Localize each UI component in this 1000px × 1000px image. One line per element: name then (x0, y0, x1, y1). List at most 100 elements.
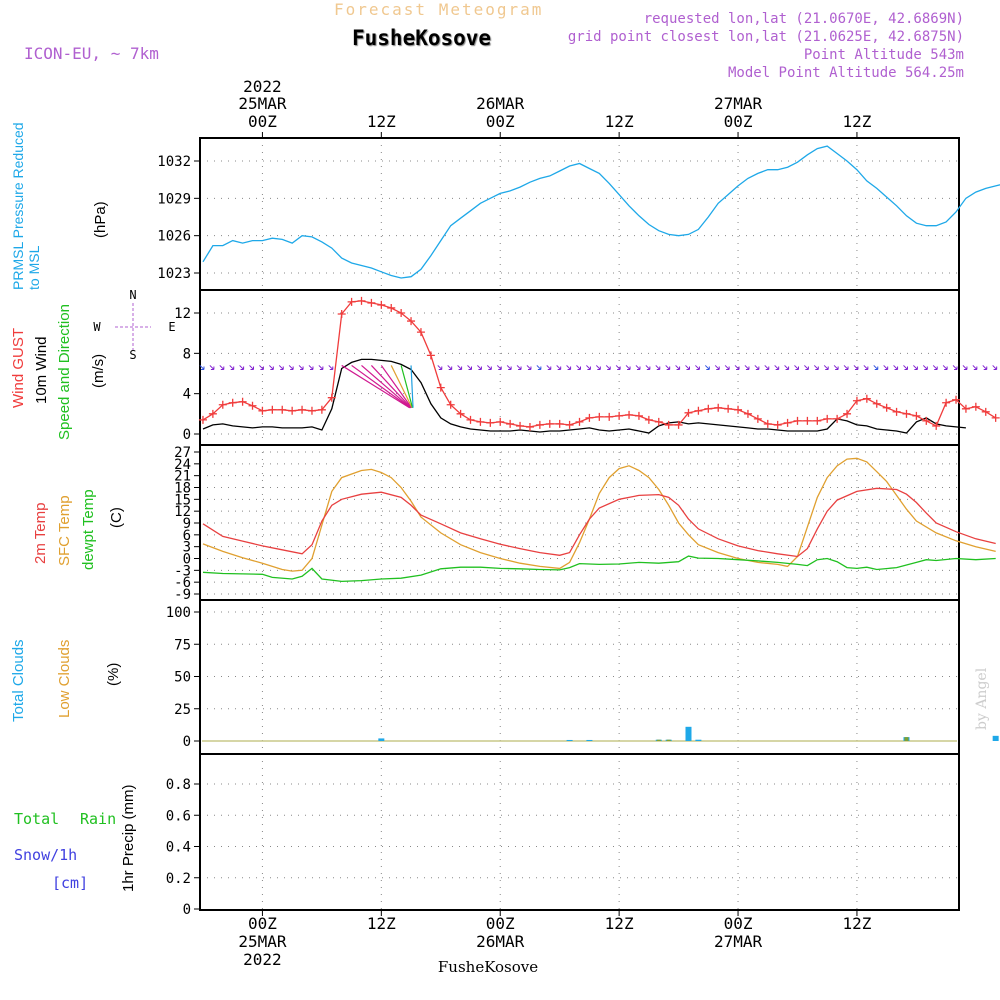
wind-direction-arrow (655, 365, 661, 370)
y-tick-label: -9 (174, 587, 191, 603)
gust-marker (337, 310, 346, 319)
wind-direction-arrow (685, 365, 690, 370)
gust-marker (634, 411, 643, 420)
credit-label: by Angel (974, 667, 990, 730)
wind-direction-arrow (932, 365, 938, 370)
wind-direction-arrow (625, 365, 631, 370)
wind-direction-arrow (467, 365, 473, 370)
y-tick-label: 3 (183, 540, 191, 556)
gust-marker (436, 383, 445, 392)
wind-direction-arrow (361, 364, 411, 409)
gust-marker (843, 409, 852, 418)
wind-direction-arrow (341, 364, 410, 409)
wind-direction-arrow (754, 365, 760, 370)
dewpt-line (202, 555, 996, 583)
wind-direction-arrow (486, 365, 492, 370)
total-cloud-bar (566, 739, 573, 741)
y-tick-label: 0 (183, 734, 191, 750)
gust-marker (317, 405, 326, 414)
total-cloud-bar (992, 735, 999, 741)
wind-direction-arrow (873, 365, 879, 370)
top-date-label: 26MAR (476, 94, 525, 113)
y-tick-label: 12 (174, 306, 191, 322)
gust-marker (426, 351, 435, 360)
wind-direction-arrow (259, 365, 264, 370)
wind-direction-arrow (556, 365, 562, 370)
wind-direction-arrow (665, 365, 671, 370)
total-cloud-bar (685, 726, 692, 741)
bottom-date-label: 26MAR (476, 932, 525, 951)
gust-marker (218, 400, 227, 409)
compass-s: S (129, 348, 136, 362)
gust-marker (971, 402, 980, 411)
gust-marker (704, 404, 713, 413)
gust-marker (238, 397, 247, 406)
wind-direction-arrow (913, 365, 918, 370)
gust-marker (664, 420, 673, 429)
wind-direction-arrow (506, 365, 512, 370)
wind-direction-arrow (370, 365, 412, 409)
wind-direction-arrow (268, 365, 274, 370)
top-year-label: 2022 (243, 77, 282, 96)
wind-direction-arrow (804, 365, 809, 370)
gust-marker (961, 404, 970, 413)
gust-marker (734, 405, 743, 414)
gust-marker (862, 394, 871, 403)
wind-direction-arrow (992, 365, 998, 370)
gust-marker (248, 401, 257, 410)
wind-direction-arrow (843, 365, 849, 370)
wind-direction-arrow (595, 365, 601, 370)
gust-marker (872, 399, 881, 408)
top-hour-label: 00Z (486, 112, 515, 131)
gust-marker (496, 417, 505, 426)
y-tick-label: 18 (174, 481, 191, 497)
bottom-date-label: 27MAR (714, 932, 763, 951)
gust-marker (793, 416, 802, 425)
point-altitude: Point Altitude 543m (803, 47, 964, 63)
y-tick-label: 100 (166, 605, 191, 621)
y-tick-label: 0.6 (166, 808, 191, 824)
wind-direction-arrow (380, 365, 413, 409)
total-cloud-bar (378, 738, 385, 741)
gust-marker (882, 403, 891, 412)
wind-direction-arrow (477, 365, 482, 370)
wind-direction-arrow (813, 365, 819, 370)
wind-direction-arrow (734, 365, 740, 370)
gust-marker (377, 300, 386, 309)
panel-frame (199, 444, 960, 601)
y-tick-label: 21 (174, 469, 191, 485)
compass-n: N (129, 288, 136, 302)
wind-direction-arrow (496, 365, 502, 370)
wind-direction-arrow (536, 365, 542, 370)
low-cloud-bar (666, 739, 671, 741)
y-tick-label: 8 (183, 346, 191, 362)
gust-marker (654, 417, 663, 426)
wind-direction-arrow (199, 365, 205, 370)
y-tick-label: 0 (183, 902, 191, 918)
top-hour-label: 12Z (842, 112, 871, 131)
bottom-hour-label: 12Z (367, 914, 396, 933)
y-tick-label: 4 (183, 387, 191, 403)
gust-marker (407, 317, 416, 326)
gust-marker (456, 409, 465, 418)
wind-direction-arrow (457, 365, 463, 370)
wind-direction-arrow (308, 365, 314, 370)
y-tick-label: 1026 (157, 229, 191, 245)
gust-marker (783, 418, 792, 427)
top-hour-label: 12Z (367, 112, 396, 131)
footer-location: FusheKosove (438, 958, 538, 976)
model-label: ICON-EU, ~ 7km (24, 44, 159, 63)
gust-marker (446, 400, 455, 409)
wind-direction-arrow (615, 365, 621, 370)
bottom-year-label: 2022 (243, 950, 282, 969)
gust-marker (258, 406, 267, 415)
wind-direction-arrow (447, 365, 453, 370)
wind-direction-arrow (635, 365, 641, 370)
compass-w: W (93, 320, 101, 334)
panel-frame (199, 753, 960, 911)
bottom-hour-label: 12Z (605, 914, 634, 933)
wind-direction-arrow (318, 365, 324, 370)
gust-marker (298, 405, 307, 414)
gust-marker (575, 417, 584, 426)
